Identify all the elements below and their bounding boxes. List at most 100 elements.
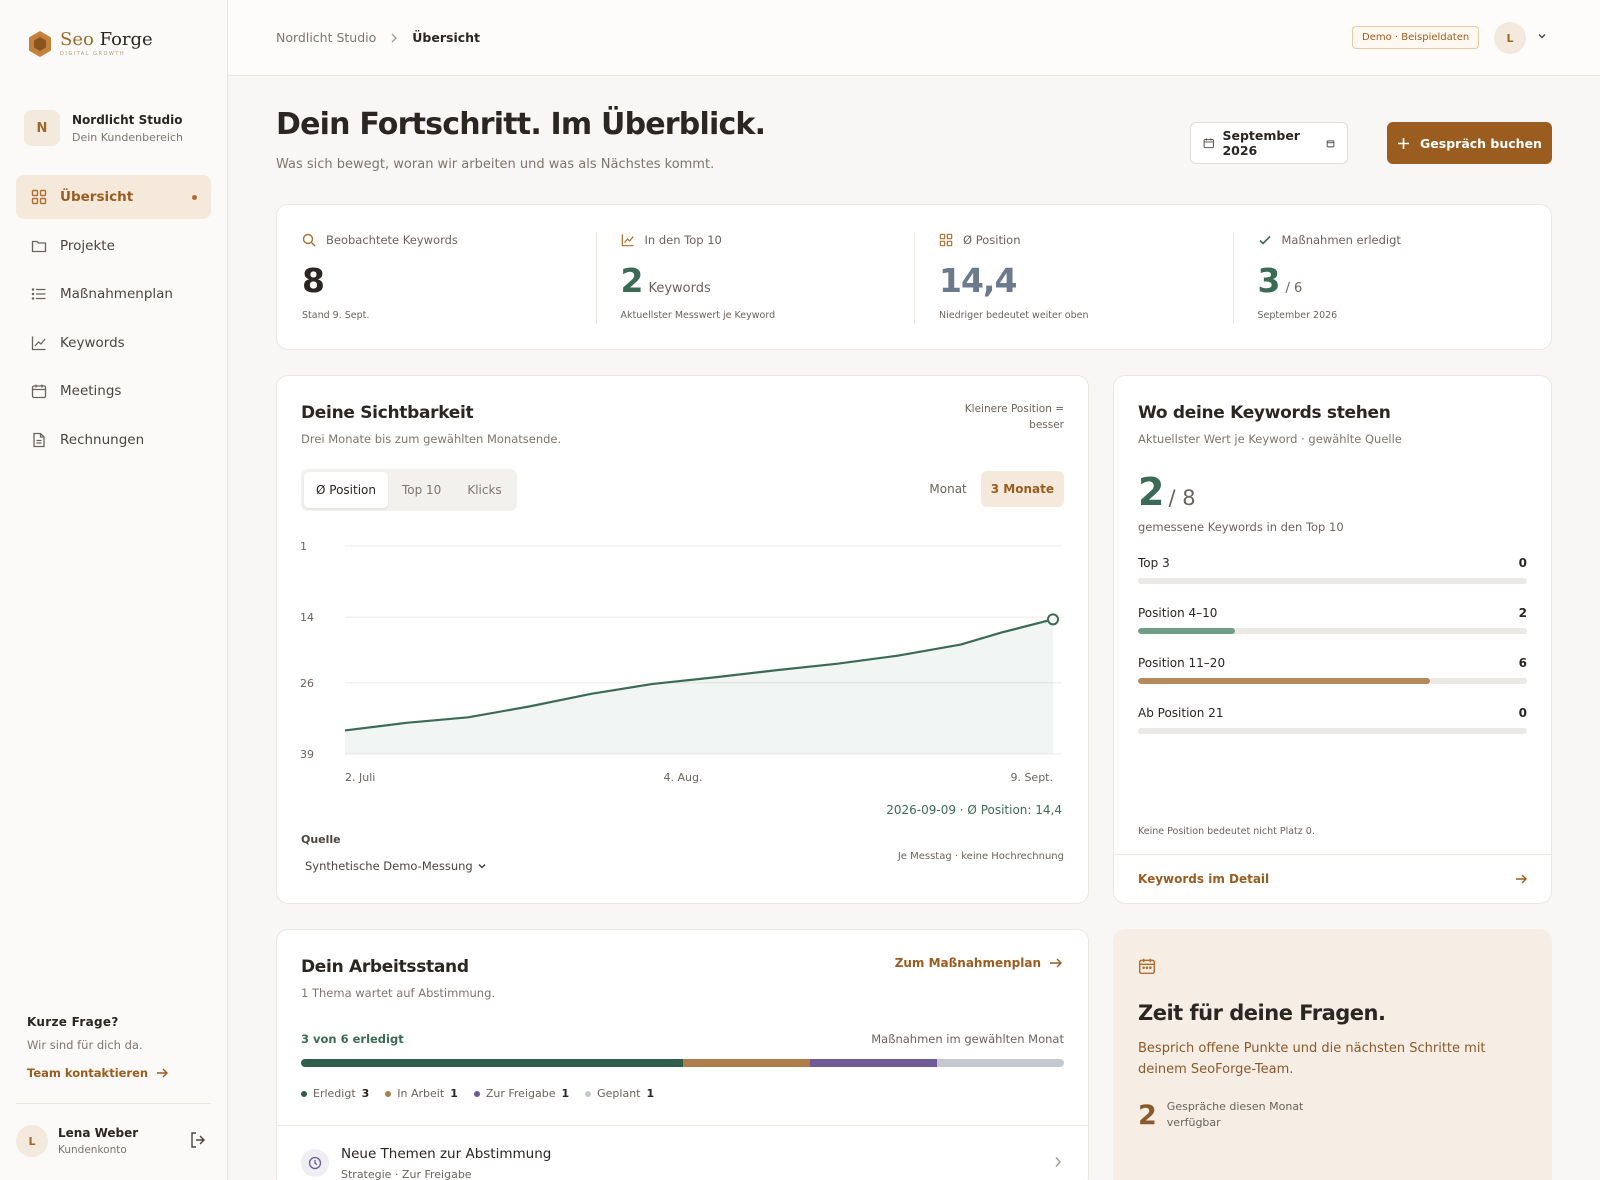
- nav-item-uebersicht[interactable]: Übersicht: [16, 175, 211, 219]
- source-select[interactable]: Synthetische Demo-Messung: [305, 859, 487, 873]
- kpi-avg-position: Ø Position 14,4 Niedriger bedeutet weite…: [914, 205, 1233, 349]
- active-dot: [192, 194, 197, 200]
- user-profile[interactable]: L Lena Weber Kundenkonto: [16, 1125, 211, 1157]
- task-title: Neue Themen zur Abstimmung: [341, 1146, 552, 1162]
- user-avatar: L: [16, 1125, 48, 1157]
- nav-item-projekte[interactable]: Projekte: [16, 224, 211, 268]
- page-subtitle: Was sich bewegt, woran wir arbeiten und …: [276, 157, 715, 172]
- plus-icon: [1398, 137, 1410, 149]
- task-item[interactable]: Neue Themen zur Abstimmung Strategie · Z…: [277, 1125, 1088, 1180]
- calendar-icon: [1138, 958, 1156, 975]
- x-tick-label: 4. Aug.: [664, 771, 703, 784]
- document-icon: [30, 431, 48, 449]
- tab-klicks[interactable]: Klicks: [467, 483, 502, 497]
- distribution-label: Position 4–10: [1138, 606, 1218, 620]
- work-stacked-bar: [301, 1059, 1064, 1067]
- arrow-right-icon: [1050, 958, 1062, 968]
- meeting-subtitle: Besprich offene Punkte und die nächsten …: [1138, 1041, 1486, 1077]
- work-subtitle: 1 Thema wartet auf Abstimmung.: [301, 986, 496, 1000]
- keywords-detail-link[interactable]: Keywords im Detail: [1114, 854, 1551, 903]
- chart-readout: 2026-09-09 · Ø Position: 14,4: [886, 803, 1062, 817]
- x-tick-label: 2. Juli: [345, 771, 375, 784]
- tab-position[interactable]: Ø Position: [304, 472, 388, 508]
- kpi-value: 2 Keywords: [620, 261, 711, 300]
- visibility-subtitle: Drei Monate bis zum gewählten Monatsende…: [301, 432, 562, 446]
- user-name: Lena Weber: [58, 1126, 139, 1140]
- visibility-title: Deine Sichtbarkeit: [301, 403, 474, 423]
- breadcrumb-root[interactable]: Nordlicht Studio: [276, 30, 377, 45]
- distribution-track: [1138, 678, 1527, 684]
- position-hint: Kleinere Position = besser: [964, 403, 1064, 431]
- hexagon-logo-icon: [29, 31, 51, 57]
- y-tick-label: 1: [300, 540, 307, 553]
- kpi-label: Ø Position: [963, 233, 1021, 247]
- contact-team-label: Team kontaktieren: [27, 1066, 149, 1080]
- keywords-detail-label: Keywords im Detail: [1138, 872, 1270, 886]
- grid-icon: [30, 188, 48, 206]
- kpi-note: Aktuellster Messwert je Keyword: [620, 310, 776, 321]
- nav-item-rechnungen[interactable]: Rechnungen: [16, 418, 211, 462]
- distribution-track: [1138, 578, 1527, 584]
- calendar-icon: [1203, 138, 1214, 149]
- keywords-subtitle: Aktuellster Wert je Keyword · gewählte Q…: [1138, 432, 1402, 446]
- kpi-label: Beobachtete Keywords: [326, 233, 458, 247]
- nav-item-massnahmenplan[interactable]: Maßnahmenplan: [16, 272, 211, 316]
- chevron-down-icon[interactable]: [1536, 30, 1548, 42]
- kpi-tracked-keywords: Beobachtete Keywords 8 Stand 9. Sept.: [277, 205, 596, 349]
- kpi-actions-done: Maßnahmen erledigt 3/ 6 September 2026: [1232, 205, 1552, 349]
- keyword-distribution-card: Wo deine Keywords stehen Aktuellster Wer…: [1113, 375, 1552, 904]
- logout-icon[interactable]: [189, 1131, 207, 1149]
- meeting-availability: 2 Gespräche diesen Monat verfügbar: [1138, 1099, 1527, 1132]
- month-picker[interactable]: September 2026: [1190, 122, 1348, 164]
- action-plan-label: Zum Maßnahmenplan: [894, 956, 1041, 970]
- chevron-right-icon: [391, 33, 398, 42]
- nav-item-keywords[interactable]: Keywords: [16, 321, 211, 365]
- status-segment: [936, 1059, 1064, 1067]
- x-tick-label: 9. Sept.: [1010, 771, 1053, 784]
- grid-icon: [939, 233, 953, 247]
- clock-icon: [301, 1149, 329, 1177]
- action-plan-link[interactable]: Zum Maßnahmenplan: [895, 956, 1062, 970]
- keywords-title: Wo deine Keywords stehen: [1138, 403, 1391, 423]
- range-3-months[interactable]: 3 Monate: [980, 471, 1064, 507]
- nav-label: Maßnahmenplan: [60, 286, 173, 302]
- breadcrumb: Nordlicht Studio Übersicht: [276, 30, 480, 45]
- sidebar: Seo Forge DIGITAL GROWTH N Nordlicht Stu…: [0, 0, 228, 1180]
- account-avatar[interactable]: L: [1494, 22, 1526, 54]
- folder-icon: [30, 237, 48, 255]
- keywords-footnote: Keine Position bedeutet nicht Platz 0.: [1138, 826, 1315, 837]
- range-month[interactable]: Monat: [929, 482, 967, 496]
- top10-count: 2/ 8: [1138, 470, 1196, 514]
- month-value: September 2026: [1222, 128, 1300, 158]
- arrow-right-icon: [1516, 874, 1527, 884]
- sidebar-divider: [16, 1103, 211, 1104]
- list-icon: [30, 285, 48, 303]
- book-meeting-button[interactable]: Gespräch buchen: [1387, 122, 1552, 164]
- logo[interactable]: Seo Forge DIGITAL GROWTH: [28, 30, 153, 58]
- distribution-label: Position 11–20: [1138, 656, 1226, 670]
- arrow-right-icon: [157, 1068, 169, 1078]
- search-icon: [302, 233, 316, 247]
- work-scope-text: Maßnahmen im gewählten Monat: [871, 1032, 1064, 1046]
- kpi-value: 8: [302, 261, 325, 300]
- position-chart: 1 14 26 39 2. Juli 4. Aug. 9. Sept.: [300, 540, 1062, 784]
- main-nav: Übersicht Projekte Maßnahmenplan Keyword…: [16, 175, 211, 466]
- metric-tabs: Ø Position Top 10 Klicks: [301, 469, 517, 511]
- tab-top10[interactable]: Top 10: [401, 483, 442, 497]
- distribution-row: Position 4–10 2: [1138, 606, 1527, 634]
- y-tick-label: 14: [300, 611, 314, 624]
- client-switcher[interactable]: N Nordlicht Studio Dein Kundenbereich: [24, 110, 183, 146]
- chevron-right-icon: [1055, 1157, 1061, 1167]
- brand-name: Seo Forge: [60, 29, 153, 50]
- nav-label: Übersicht: [60, 189, 134, 205]
- client-name: Nordlicht Studio: [72, 112, 183, 127]
- work-done-text: 3 von 6 erledigt: [301, 1032, 404, 1046]
- contact-team-link[interactable]: Team kontaktieren: [27, 1066, 169, 1080]
- distribution-label: Top 3: [1138, 556, 1170, 570]
- y-tick-label: 26: [300, 677, 314, 690]
- source-value: Synthetische Demo-Messung: [305, 859, 473, 873]
- nav-item-meetings[interactable]: Meetings: [16, 369, 211, 413]
- breadcrumb-current: Übersicht: [412, 30, 481, 45]
- nav-label: Keywords: [60, 334, 125, 351]
- distribution-track: [1138, 728, 1527, 734]
